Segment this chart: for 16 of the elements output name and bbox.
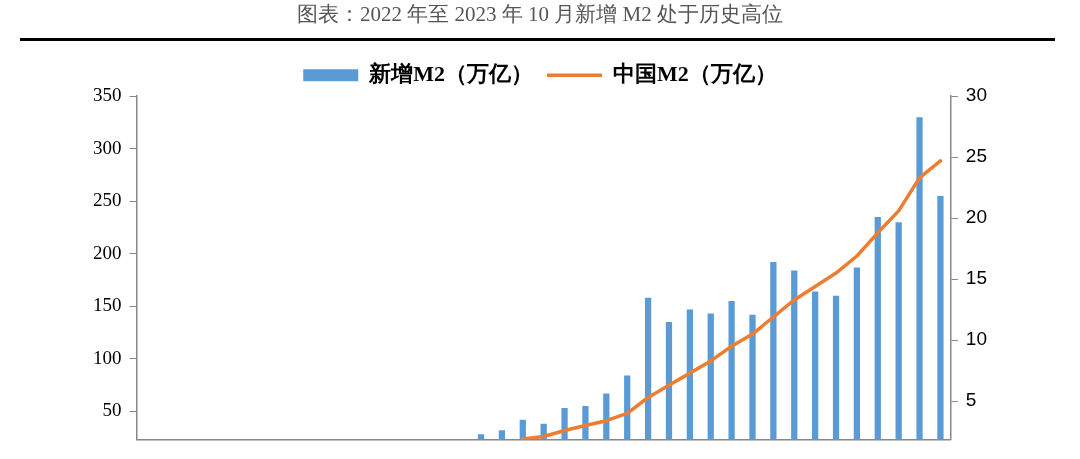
y2-tick-label: 20 [965,206,988,228]
legend-label: 中国M2（万亿） [613,60,777,86]
y2-tick-label: 5 [965,389,977,411]
y2-tick-label: 15 [965,267,988,289]
y-tick-label: 300 [93,136,122,158]
y-tick-label: 50 [102,399,122,421]
y2-tick-label: 10 [965,328,988,350]
y-tick-label: 200 [93,241,122,263]
legend-label: 新增M2（万亿） [368,60,533,86]
y-tick-label: 350 [93,84,122,106]
y-tick-label: 250 [93,189,122,211]
y-tick-label: 100 [93,346,122,368]
chart-title: 图表：2022 年至 2023 年 10 月新增 M2 处于历史高位 [297,2,783,27]
y-tick-label: 150 [93,294,122,316]
y2-tick-label: 25 [965,145,988,167]
y2-tick-label: 30 [965,84,988,106]
